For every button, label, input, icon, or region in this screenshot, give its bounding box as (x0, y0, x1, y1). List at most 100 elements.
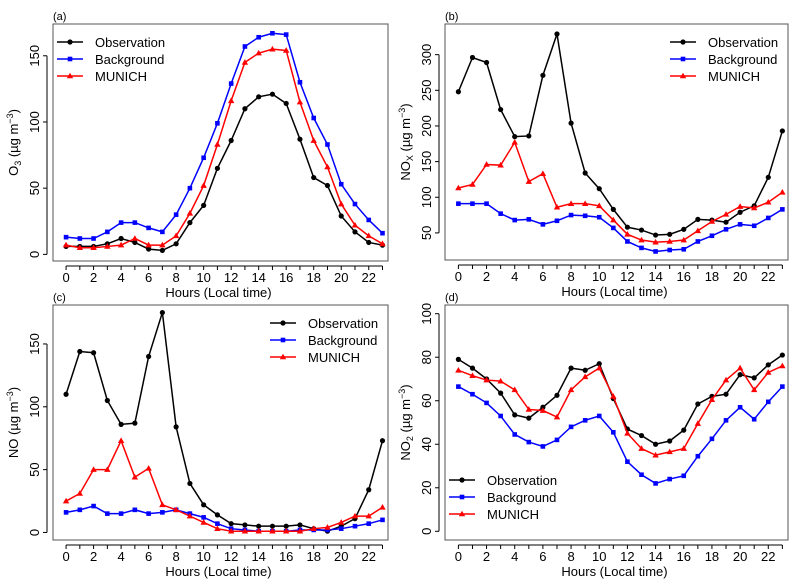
data-point (624, 231, 631, 237)
data-point (625, 239, 630, 244)
data-point (255, 49, 262, 56)
data-point (352, 229, 358, 235)
data-point (722, 211, 730, 217)
data-point (91, 236, 96, 241)
x-tick-label: 4 (511, 549, 518, 564)
data-point (159, 501, 166, 508)
data-point (596, 413, 602, 419)
data-point (596, 214, 602, 220)
data-point (497, 161, 504, 168)
data-point (351, 221, 359, 228)
data-point (380, 230, 385, 236)
data-point (751, 416, 757, 422)
data-point (611, 225, 616, 231)
y-axis-title: O3 (µg m−3) (5, 109, 23, 176)
data-point (539, 407, 547, 413)
x-tick-label: 0 (62, 549, 69, 564)
data-point (737, 372, 743, 378)
data-point (667, 231, 673, 237)
y-tick-label: 100 (419, 303, 434, 325)
legend-marker (680, 39, 686, 45)
x-tick-label: 22 (362, 549, 376, 564)
legend-marker (680, 56, 686, 62)
data-point (90, 466, 97, 472)
data-point (779, 128, 785, 134)
plot-frame (52, 304, 389, 541)
x-tick-label: 4 (117, 549, 124, 564)
x-tick-label: 6 (145, 270, 152, 285)
data-point (324, 524, 331, 530)
data-point (554, 31, 560, 37)
data-point (540, 444, 546, 449)
data-point (63, 391, 69, 397)
data-point (242, 44, 248, 49)
data-point (469, 372, 476, 379)
data-point (695, 401, 701, 407)
data-point (737, 222, 743, 227)
data-point (215, 521, 220, 526)
y-axis-title: NO (µg m−3) (5, 387, 21, 458)
legend-marker (67, 39, 73, 45)
data-point (638, 227, 645, 233)
x-tick-label: 12 (620, 549, 634, 564)
y-axis-title-exp: −3 (5, 391, 15, 401)
data-point (269, 523, 276, 529)
data-point (131, 235, 139, 241)
data-point (159, 241, 166, 248)
legend-marker (279, 353, 287, 360)
legend-marker (458, 510, 466, 517)
data-point (366, 217, 372, 223)
x-tick-label: 20 (733, 269, 747, 284)
data-point (568, 424, 574, 430)
data-point (117, 437, 125, 444)
data-point (455, 366, 462, 373)
y-axis-title-base: O (6, 166, 21, 176)
data-point (652, 451, 659, 458)
data-point (554, 218, 560, 224)
data-point (104, 466, 111, 472)
data-point (118, 220, 124, 225)
x-tick-label: 12 (224, 549, 238, 564)
data-point (681, 247, 687, 252)
data-point (611, 429, 616, 435)
x-tick-label: 4 (511, 269, 518, 284)
data-point (338, 181, 344, 187)
data-point (751, 375, 757, 381)
data-point (512, 134, 518, 140)
data-point (379, 504, 386, 510)
y-tick-label: 100 (419, 186, 434, 208)
data-point (352, 201, 358, 207)
data-point (256, 34, 261, 40)
data-point (227, 97, 235, 104)
data-point (582, 418, 588, 423)
data-point (296, 527, 304, 534)
legend-label: Observation (708, 35, 778, 50)
x-axis-title: Hours (Local time) (561, 564, 667, 579)
data-point (779, 352, 785, 358)
data-point (201, 202, 207, 208)
data-point (751, 223, 757, 229)
data-point (722, 376, 730, 383)
data-point (297, 522, 303, 528)
legend-label: Observation (308, 316, 378, 331)
data-point (498, 390, 504, 396)
data-point (338, 213, 344, 219)
data-point (568, 120, 574, 126)
data-point (695, 453, 701, 459)
x-tick-label: 6 (539, 269, 546, 284)
data-point (750, 204, 758, 211)
y-tick-label: 80 (419, 350, 434, 364)
series-background (63, 30, 385, 241)
data-point (63, 510, 69, 515)
data-point (456, 201, 461, 206)
x-tick-label: 12 (224, 270, 238, 285)
series-background (456, 384, 785, 486)
data-point (652, 238, 659, 245)
x-tick-label: 8 (567, 549, 574, 564)
x-tick-label: 16 (677, 269, 691, 284)
data-point (159, 247, 165, 254)
y-axis-title-close: ) (6, 109, 21, 113)
data-point (554, 437, 560, 443)
data-point (582, 170, 588, 176)
